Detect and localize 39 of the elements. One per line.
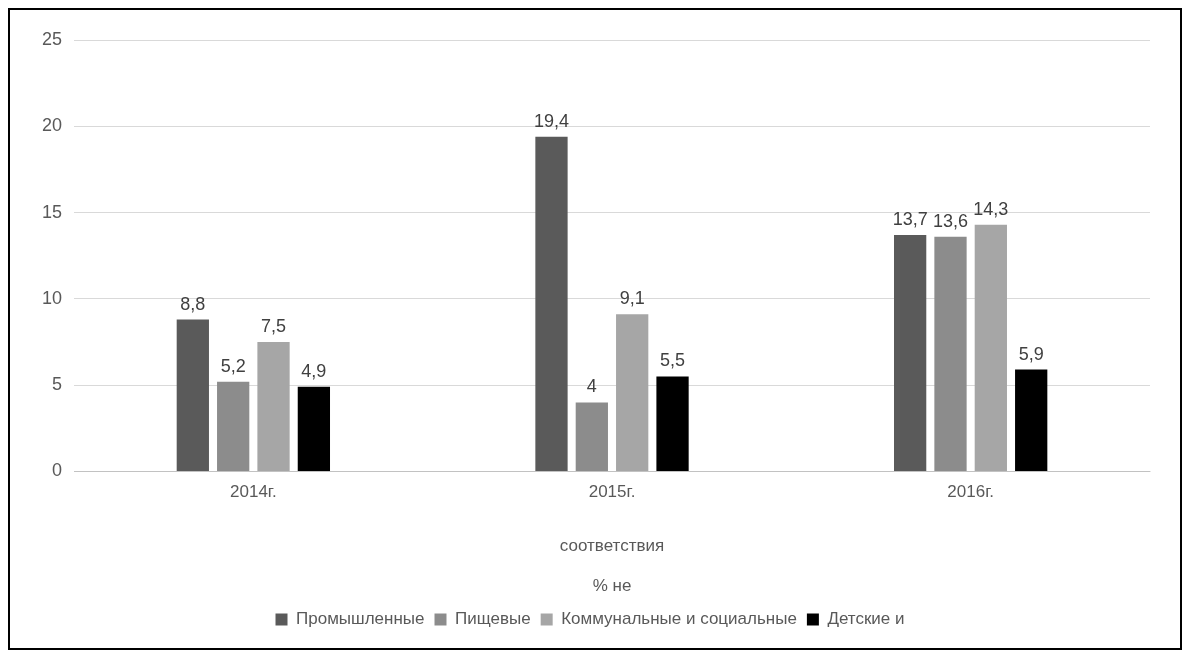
data-label: 4 xyxy=(586,376,597,397)
y-tick-label: 15 xyxy=(41,201,63,222)
legend-label: Коммунальные и социальные xyxy=(561,609,797,629)
text: % не xyxy=(592,576,632,596)
y-tick-label: 10 xyxy=(41,287,63,308)
bar xyxy=(656,376,689,471)
data-label: 7,5 xyxy=(261,315,287,336)
legend-label: Промышленные xyxy=(296,609,425,629)
y-tick-label: 20 xyxy=(41,115,63,136)
x-axis-title: соответствия xyxy=(559,535,665,555)
data-label: 14,3 xyxy=(973,198,1009,219)
data-label: 19,4 xyxy=(533,110,570,131)
data-label: 5,9 xyxy=(1018,343,1044,364)
x-tick-label: 2016г. xyxy=(947,482,995,502)
bar xyxy=(934,236,967,471)
data-label: 4,9 xyxy=(301,360,327,381)
data-label: 8,8 xyxy=(180,293,206,314)
data-label: 5,5 xyxy=(660,350,686,371)
y-tick-label: 0 xyxy=(52,460,63,481)
legend-label: Пищевые xyxy=(455,609,531,629)
legend-label: Детские и xyxy=(827,609,905,629)
bar xyxy=(535,136,568,471)
bar xyxy=(257,341,290,471)
bar xyxy=(974,224,1007,471)
data-label: 13,6 xyxy=(932,210,969,231)
y-tick-label: 25 xyxy=(41,28,63,49)
bar xyxy=(297,386,331,471)
bar xyxy=(616,314,649,471)
bar xyxy=(575,402,608,471)
bar xyxy=(1015,369,1048,471)
x-tick-label: 2015г. xyxy=(588,482,636,502)
data-label: 13,7 xyxy=(892,208,928,229)
bar xyxy=(176,319,209,471)
bar xyxy=(217,381,250,471)
data-label: 5,2 xyxy=(220,355,246,376)
data-label: 9,1 xyxy=(619,288,645,309)
bar xyxy=(894,234,927,471)
x-tick-label: 2014г. xyxy=(230,482,277,502)
y-tick-label: 5 xyxy=(52,374,63,395)
